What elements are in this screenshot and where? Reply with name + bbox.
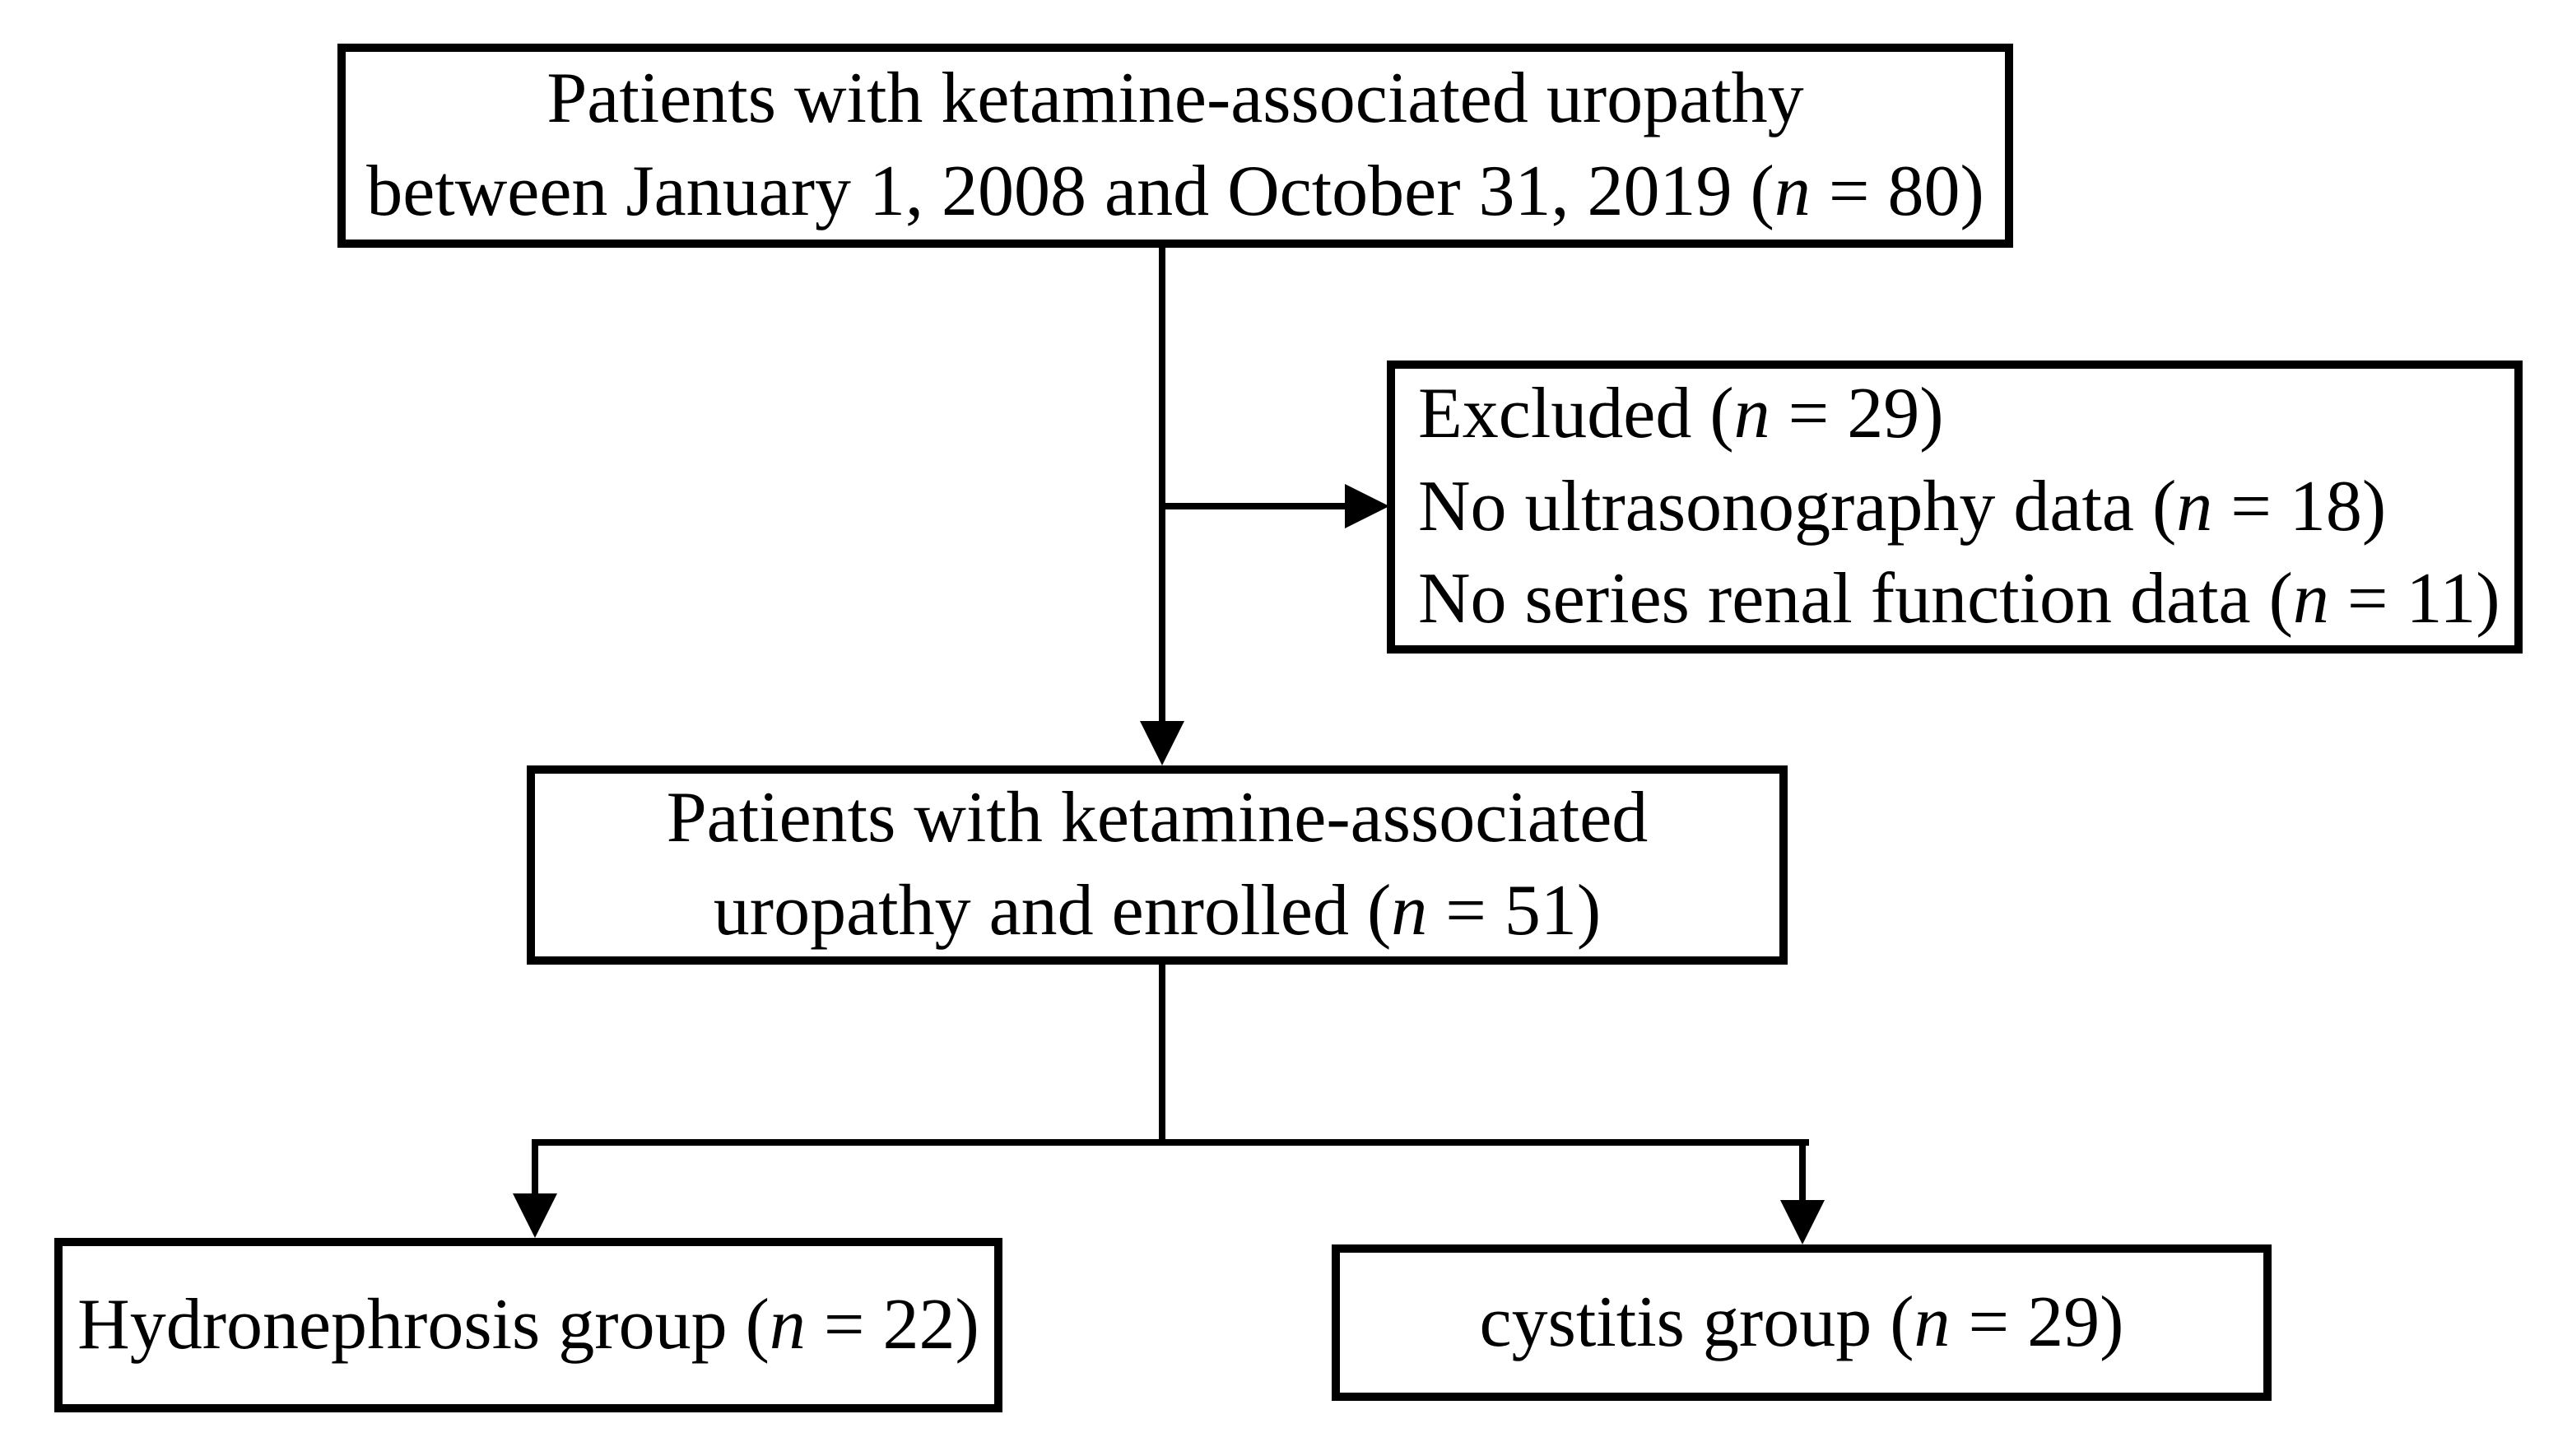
text-line: cystitis group (n = 29) xyxy=(1479,1282,2124,1362)
arrowhead-down-enrolled-icon xyxy=(1140,721,1184,765)
text-line: Hydronephrosis group (n = 22) xyxy=(77,1284,979,1365)
connector-drop-right-line xyxy=(1799,1139,1806,1202)
arrowhead-down-hydronephrosis-icon xyxy=(513,1193,557,1238)
text-line: Excluded (n = 29) xyxy=(1418,374,1944,454)
arrowhead-down-cystitis-icon xyxy=(1780,1200,1825,1244)
text-line: No ultrasonography data (n = 18) xyxy=(1418,466,2387,547)
connector-branch-excluded-line xyxy=(1162,503,1345,509)
hydronephrosis-group-box: Hydronephrosis group (n = 22) xyxy=(54,1238,1002,1412)
connector-enrolled-to-split-line xyxy=(1159,963,1165,1146)
text-line: between January 1, 2008 and October 31, … xyxy=(366,151,1984,231)
connector-drop-left-line xyxy=(532,1139,538,1195)
enrolled-box: Patients with ketamine-associated uropath… xyxy=(527,765,1788,965)
connector-split-line xyxy=(532,1139,1809,1146)
excluded-box: Excluded (n = 29) No ultrasonography data… xyxy=(1387,361,2523,654)
connector-top-to-enrolled-line xyxy=(1159,245,1165,723)
arrowhead-right-excluded-icon xyxy=(1345,484,1389,528)
text-line: uropathy and enrolled (n = 51) xyxy=(713,871,1602,951)
text-line: No series renal function data (n = 11) xyxy=(1418,559,2500,640)
text-line: Patients with ketamine-associated uropat… xyxy=(546,58,1804,139)
text-line: Patients with ketamine-associated xyxy=(666,778,1649,858)
cystitis-group-box: cystitis group (n = 29) xyxy=(1332,1244,2272,1401)
top-box: Patients with ketamine-associated uropat… xyxy=(337,44,2013,248)
